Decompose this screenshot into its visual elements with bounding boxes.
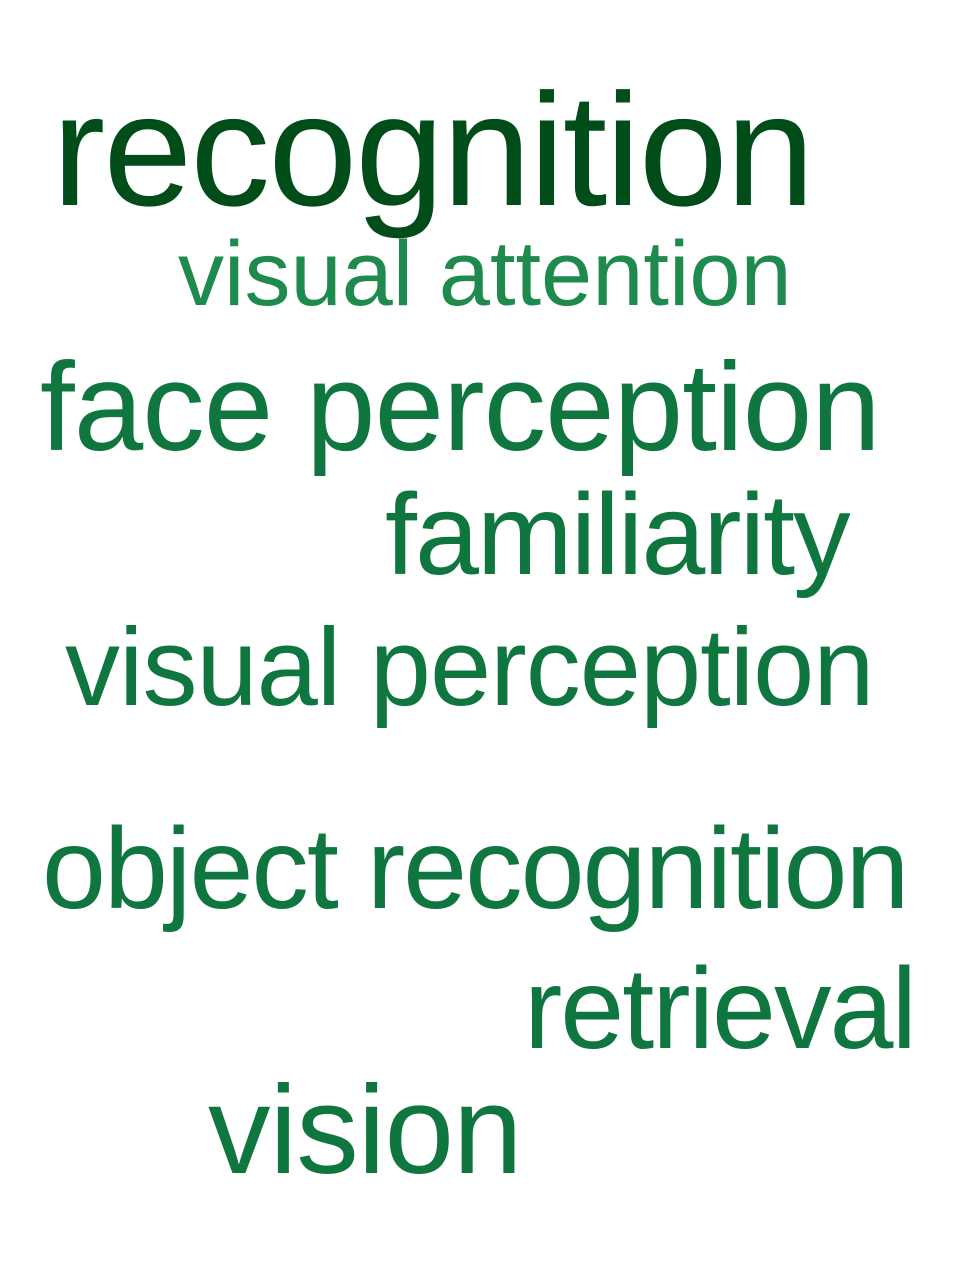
word-visual-attention: visual attention: [178, 223, 792, 325]
word-face-perception: face perception: [40, 338, 881, 477]
word-familiarity: familiarity: [385, 471, 851, 599]
word-object-recognition: object recognition: [42, 805, 909, 933]
word-visual-perception: visual perception: [65, 606, 874, 729]
word-vision: vision: [208, 1061, 523, 1200]
word-retrieval: retrieval: [524, 945, 917, 1073]
word-recognition: recognition: [52, 60, 815, 239]
